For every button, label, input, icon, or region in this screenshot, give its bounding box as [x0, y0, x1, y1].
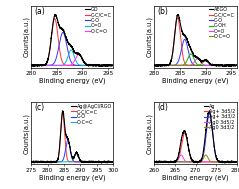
X-axis label: Binding energy (eV): Binding energy (eV): [162, 77, 229, 84]
Legend: Ag, Ag+ 3d5/2, Ag+ 3d3/2, Ag0 3d5/2, Ag0 3d3/2: Ag, Ag+ 3d5/2, Ag+ 3d3/2, Ag0 3d5/2, Ag0…: [203, 103, 236, 131]
Text: (d): (d): [158, 103, 168, 112]
Legend: Ag@AgCl/RGO, C-C/C=C, C-O, O-C=C: Ag@AgCl/RGO, C-C/C=C, C-O, O-C=C: [71, 103, 112, 125]
X-axis label: Binding energy (eV): Binding energy (eV): [39, 174, 105, 180]
Legend: AEGO, C-C/C=C, C-O, C-OH, C=O, O-C=O: AEGO, C-C/C=C, C-O, C-OH, C=O, O-C=O: [208, 7, 236, 40]
X-axis label: Binding energy (eV): Binding energy (eV): [39, 77, 105, 84]
Legend: GO, C-C/C=C, C-O, C=O, O-C=O: GO, C-C/C=C, C-O, C=O, O-C=O: [85, 7, 112, 34]
Text: (b): (b): [158, 7, 168, 16]
Text: (a): (a): [34, 7, 45, 16]
Y-axis label: Counts(a.u.): Counts(a.u.): [147, 113, 153, 154]
Y-axis label: Counts(a.u.): Counts(a.u.): [147, 16, 153, 57]
Y-axis label: Counts(a.u.): Counts(a.u.): [23, 113, 30, 154]
Text: (c): (c): [34, 103, 44, 112]
Y-axis label: Counts(a.u.): Counts(a.u.): [23, 16, 30, 57]
X-axis label: Binding energy (eV): Binding energy (eV): [162, 174, 229, 180]
